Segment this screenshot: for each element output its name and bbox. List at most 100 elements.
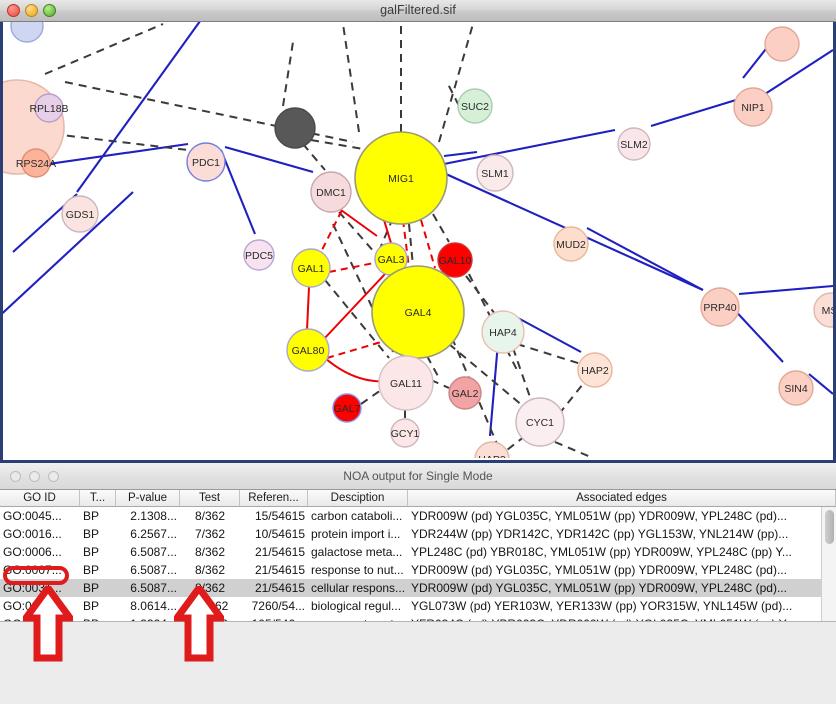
network-node-cyc1[interactable]: CYC1	[515, 397, 565, 447]
scrollbar-thumb[interactable]	[825, 510, 834, 544]
network-node-gal11[interactable]: GAL11	[378, 355, 434, 411]
node-label: HAP3	[478, 454, 506, 458]
cell-test: 8/362	[194, 563, 226, 577]
cell-pvalue: 6.2567...	[130, 527, 177, 541]
column-header-test[interactable]: Test	[180, 490, 240, 506]
node-label: RPL18B	[29, 103, 68, 115]
panel-maximize-button[interactable]	[48, 471, 59, 482]
cell-edges: YDR244W (pp) YDR142C, YDR142C (pp) YGL15…	[411, 527, 789, 541]
network-node-slm2[interactable]: SLM2	[617, 127, 651, 161]
cell-type: BP	[83, 545, 100, 559]
cell-test: 94/362	[191, 599, 229, 613]
window-titlebar: galFiltered.sif	[0, 0, 836, 22]
network-node-topleft[interactable]	[10, 22, 44, 43]
node-label: GAL80	[292, 345, 325, 357]
network-node-dark[interactable]	[274, 107, 316, 149]
network-node-mud2[interactable]: MUD2	[553, 226, 589, 262]
network-node-pdc1[interactable]: PDC1	[186, 142, 226, 182]
network-node-pdc5[interactable]: PDC5	[243, 239, 275, 271]
table-row[interactable]: GO:0006... BP 6.5087... 8/362 21/54615 galact…	[0, 543, 836, 561]
cell-description: cellular respons...	[311, 581, 406, 595]
node-label: SIN4	[784, 383, 808, 395]
table-empty-area	[0, 621, 836, 704]
cell-reference: 21/54615	[254, 581, 305, 595]
network-node-hap4[interactable]: HAP4	[481, 310, 525, 354]
panel-title: NOA output for Single Mode	[343, 469, 493, 483]
cell-description: carbon cataboli...	[311, 509, 403, 523]
network-canvas[interactable]: RPL18B RPS24A GDS1 PDC1 PDC5 DMC1 MIG1 SUC2 SLM1…	[0, 22, 836, 460]
column-header-description[interactable]: Desciption	[308, 490, 408, 506]
node-label: MIG1	[388, 173, 414, 185]
cell-reference: 7260/54...	[251, 599, 305, 613]
network-node-gcy1[interactable]: GCY1	[390, 418, 420, 448]
network-node-rpl18b[interactable]: RPL18B	[29, 93, 69, 123]
panel-minimize-button[interactable]	[29, 471, 40, 482]
column-header-pvalue[interactable]: P-value	[116, 490, 180, 506]
table-row[interactable]: GO:0031... BP 6.5087... 8/362 21/54615 cellul…	[0, 579, 836, 597]
cell-edges: YDR009W (pd) YGL035C, YML051W (pp) YDR00…	[411, 509, 787, 523]
node-label: HAP2	[581, 365, 609, 377]
node-label: GAL7	[334, 403, 361, 415]
cell-go_id: GO:0016...	[3, 527, 62, 541]
minimize-button[interactable]	[25, 4, 38, 17]
node-label: GAL2	[452, 388, 479, 400]
node-label: GAL11	[390, 378, 422, 390]
network-node-gal80[interactable]: GAL80	[286, 328, 330, 372]
cell-pvalue: 8.0614...	[130, 599, 177, 613]
network-node-gal7[interactable]: GAL7	[332, 393, 362, 423]
table-row[interactable]: GO:0065... BP 8.0614... 94/362 7260/54... bio…	[0, 597, 836, 615]
network-graph[interactable]: RPL18B RPS24A GDS1 PDC1 PDC5 DMC1 MIG1 SUC2 SLM1…	[3, 22, 833, 458]
close-button[interactable]	[7, 4, 20, 17]
network-node-hap2[interactable]: HAP2	[577, 352, 613, 388]
cell-test: 8/362	[194, 545, 226, 559]
column-header-edges[interactable]: Associated edges	[408, 490, 836, 506]
cell-type: BP	[83, 599, 100, 613]
table-row[interactable]: GO:0007... BP 6.5087... 8/362 21/54615 respon…	[0, 561, 836, 579]
network-node-dmc1[interactable]: DMC1	[310, 171, 352, 213]
cell-edges: YDR009W (pd) YGL035C, YML051W (pp) YDR00…	[411, 581, 787, 595]
network-node-msi[interactable]: MSI	[813, 292, 833, 328]
node-label: GAL4	[405, 307, 432, 319]
column-header-type[interactable]: T...	[80, 490, 116, 506]
results-table[interactable]: GO ID T... P-value Test Referen... Desciption…	[0, 490, 836, 704]
maximize-button[interactable]	[43, 4, 56, 17]
window-traffic-lights	[7, 4, 56, 17]
node-label: SUC2	[461, 101, 489, 113]
node-label: GAL10	[439, 255, 472, 267]
network-node-rps24a[interactable]: RPS24A	[16, 148, 56, 178]
cell-description: galactose meta...	[311, 545, 403, 559]
network-node-gal4[interactable]: GAL4	[371, 265, 465, 359]
network-node-sin4[interactable]: SIN4	[778, 370, 814, 406]
node-label: MSI	[822, 305, 833, 317]
network-node-gal2[interactable]: GAL2	[448, 376, 482, 410]
network-node-hap3[interactable]: HAP3	[474, 441, 510, 458]
network-node-nip1[interactable]: NIP1	[733, 87, 773, 127]
network-node-gal1[interactable]: GAL1	[291, 248, 331, 288]
network-node-gal3[interactable]: GAL3	[374, 242, 408, 276]
cell-pvalue: 6.5087...	[130, 545, 177, 559]
table-header-row[interactable]: GO ID T... P-value Test Referen... Desciption…	[0, 490, 836, 507]
node-label: SLM2	[620, 139, 648, 151]
network-node-gds1[interactable]: GDS1	[61, 195, 99, 233]
noa-output-panel: NOA output for Single Mode GO ID T... P-va…	[0, 460, 836, 704]
network-nodes[interactable]: RPL18B RPS24A GDS1 PDC1 PDC5 DMC1 MIG1 SUC2 SLM1…	[3, 22, 833, 458]
network-node-prp40[interactable]: PRP40	[700, 287, 740, 327]
table-vertical-scrollbar[interactable]	[821, 507, 836, 638]
column-header-reference[interactable]: Referen...	[240, 490, 308, 506]
cell-go_id: GO:0065...	[3, 599, 62, 613]
column-header-go_id[interactable]: GO ID	[0, 490, 80, 506]
network-node-mig1[interactable]: MIG1	[354, 131, 448, 225]
table-body[interactable]: GO:0045... BP 2.1308... 8/362 15/54615 carbon…	[0, 507, 836, 638]
panel-close-button[interactable]	[10, 471, 21, 482]
cell-reference: 15/54615	[254, 509, 305, 523]
cell-reference: 21/54615	[254, 545, 305, 559]
network-node-gal10[interactable]: GAL10	[437, 242, 473, 278]
table-row[interactable]: GO:0045... BP 2.1308... 8/362 15/54615 carbon…	[0, 507, 836, 525]
network-node-suc2[interactable]: SUC2	[457, 88, 493, 124]
node-label: GAL3	[378, 254, 405, 266]
network-node-slm1[interactable]: SLM1	[476, 154, 514, 192]
cell-pvalue: 6.5087...	[130, 563, 177, 577]
network-node-topright[interactable]	[764, 26, 800, 62]
table-row[interactable]: GO:0016... BP 6.2567... 7/362 10/54615 protei…	[0, 525, 836, 543]
